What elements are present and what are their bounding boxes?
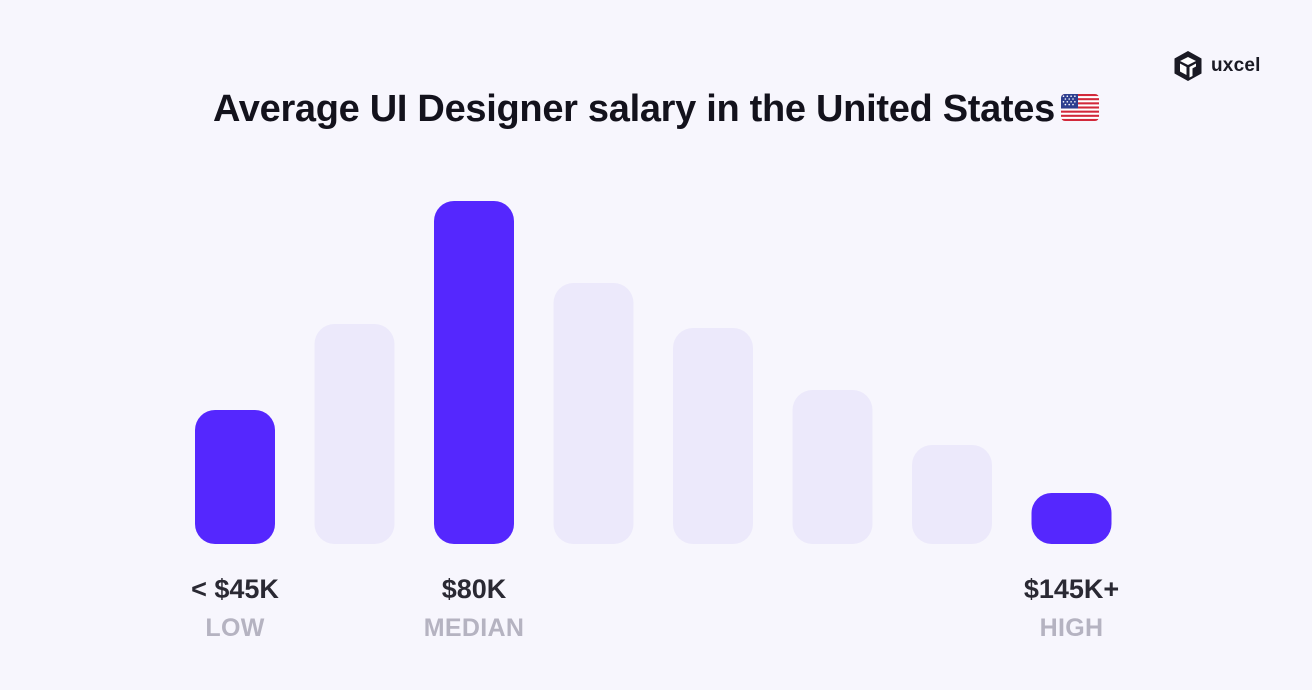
us-flag-icon: [1060, 94, 1099, 122]
chart-title: Average UI Designer salary in the United…: [0, 88, 1312, 131]
uxcel-cube-icon: [1174, 51, 1202, 81]
chart-title-text: Average UI Designer salary in the United…: [213, 88, 1055, 130]
bar-caption-3: MEDIAN: [423, 614, 525, 642]
bar-3: [434, 201, 514, 544]
bar-5: [673, 328, 753, 544]
bar-6: [792, 390, 873, 544]
bar-value-label-8: $145K+: [1023, 574, 1120, 604]
bar-caption-1: LOW: [205, 614, 265, 642]
bar-7: [912, 445, 992, 544]
bar-2: [314, 324, 395, 544]
bar-4: [553, 283, 634, 544]
bar-1: [195, 410, 275, 544]
bar-caption-8: HIGH: [1039, 614, 1104, 642]
brand-logo[interactable]: uxcel: [1173, 50, 1261, 82]
bar-8: [1031, 493, 1112, 544]
brand-name: uxcel: [1211, 55, 1261, 76]
bar-value-label-3: $80K: [441, 574, 507, 604]
bar-value-label-1: < $45K: [191, 574, 279, 604]
